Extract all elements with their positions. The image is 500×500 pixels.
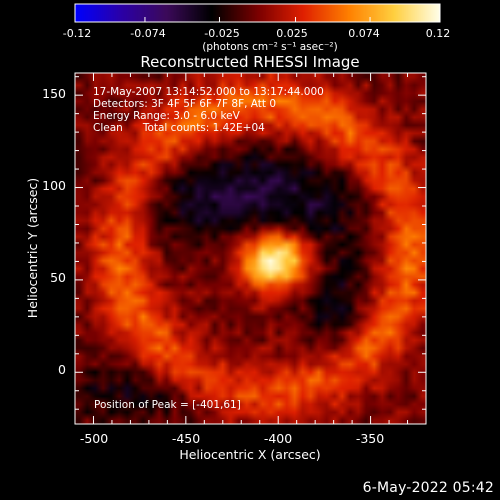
y-tick-label: 0 xyxy=(58,362,66,377)
x-tick-label: -450 xyxy=(172,431,200,446)
colorbar-tick-label: -0.025 xyxy=(204,27,239,40)
energy-range-text: Energy Range: 3.0 - 6.0 keV xyxy=(93,110,241,122)
heatmap-image xyxy=(75,73,426,424)
detectors-text: Detectors: 3F 4F 5F 6F 7F 8F, Att 0 xyxy=(93,98,276,110)
x-tick-label: -500 xyxy=(80,431,108,446)
colorbar-gradient xyxy=(75,4,440,22)
plot-frame xyxy=(74,72,427,425)
peak-position-text: Position of Peak = [-401,61] xyxy=(94,399,241,411)
y-tick-label: 150 xyxy=(42,86,66,101)
colorbar-unit-label: (photons cm⁻² s⁻¹ asec⁻²) xyxy=(202,41,337,53)
y-tick-label: 50 xyxy=(50,270,66,285)
colorbar-tick-label: -0.074 xyxy=(130,27,165,40)
colorbar-tick-label: 0.025 xyxy=(276,27,308,40)
colorbar-frame xyxy=(74,3,441,23)
info-overlay: 17-May-2007 13:14:52.000 to 13:17:44.000… xyxy=(93,86,324,411)
colorbar-tick-label: 0.12 xyxy=(426,27,451,40)
footer-date: 6-May-2022 05:42 xyxy=(362,480,494,496)
colorbar-tick-label: 0.074 xyxy=(348,27,380,40)
x-tick-label: -350 xyxy=(356,431,384,446)
y-axis-label: Heliocentric Y (arcsec) xyxy=(25,178,40,318)
x-tick-label: -400 xyxy=(264,431,292,446)
plot-area xyxy=(74,72,427,425)
colorbar: -0.12 -0.074 -0.025 0.025 0.074 0.12 (ph… xyxy=(63,3,451,53)
clean-counts-text: Clean Total counts: 1.42E+04 xyxy=(93,122,265,134)
colorbar-tick-label: -0.12 xyxy=(63,27,91,40)
axis-ticks xyxy=(75,73,426,424)
chart-title: Reconstructed RHESSI Image xyxy=(140,53,359,71)
time-range-text: 17-May-2007 13:14:52.000 to 13:17:44.000 xyxy=(93,86,324,98)
x-axis-label: Heliocentric X (arcsec) xyxy=(179,447,320,462)
y-tick-label: 100 xyxy=(42,178,66,193)
